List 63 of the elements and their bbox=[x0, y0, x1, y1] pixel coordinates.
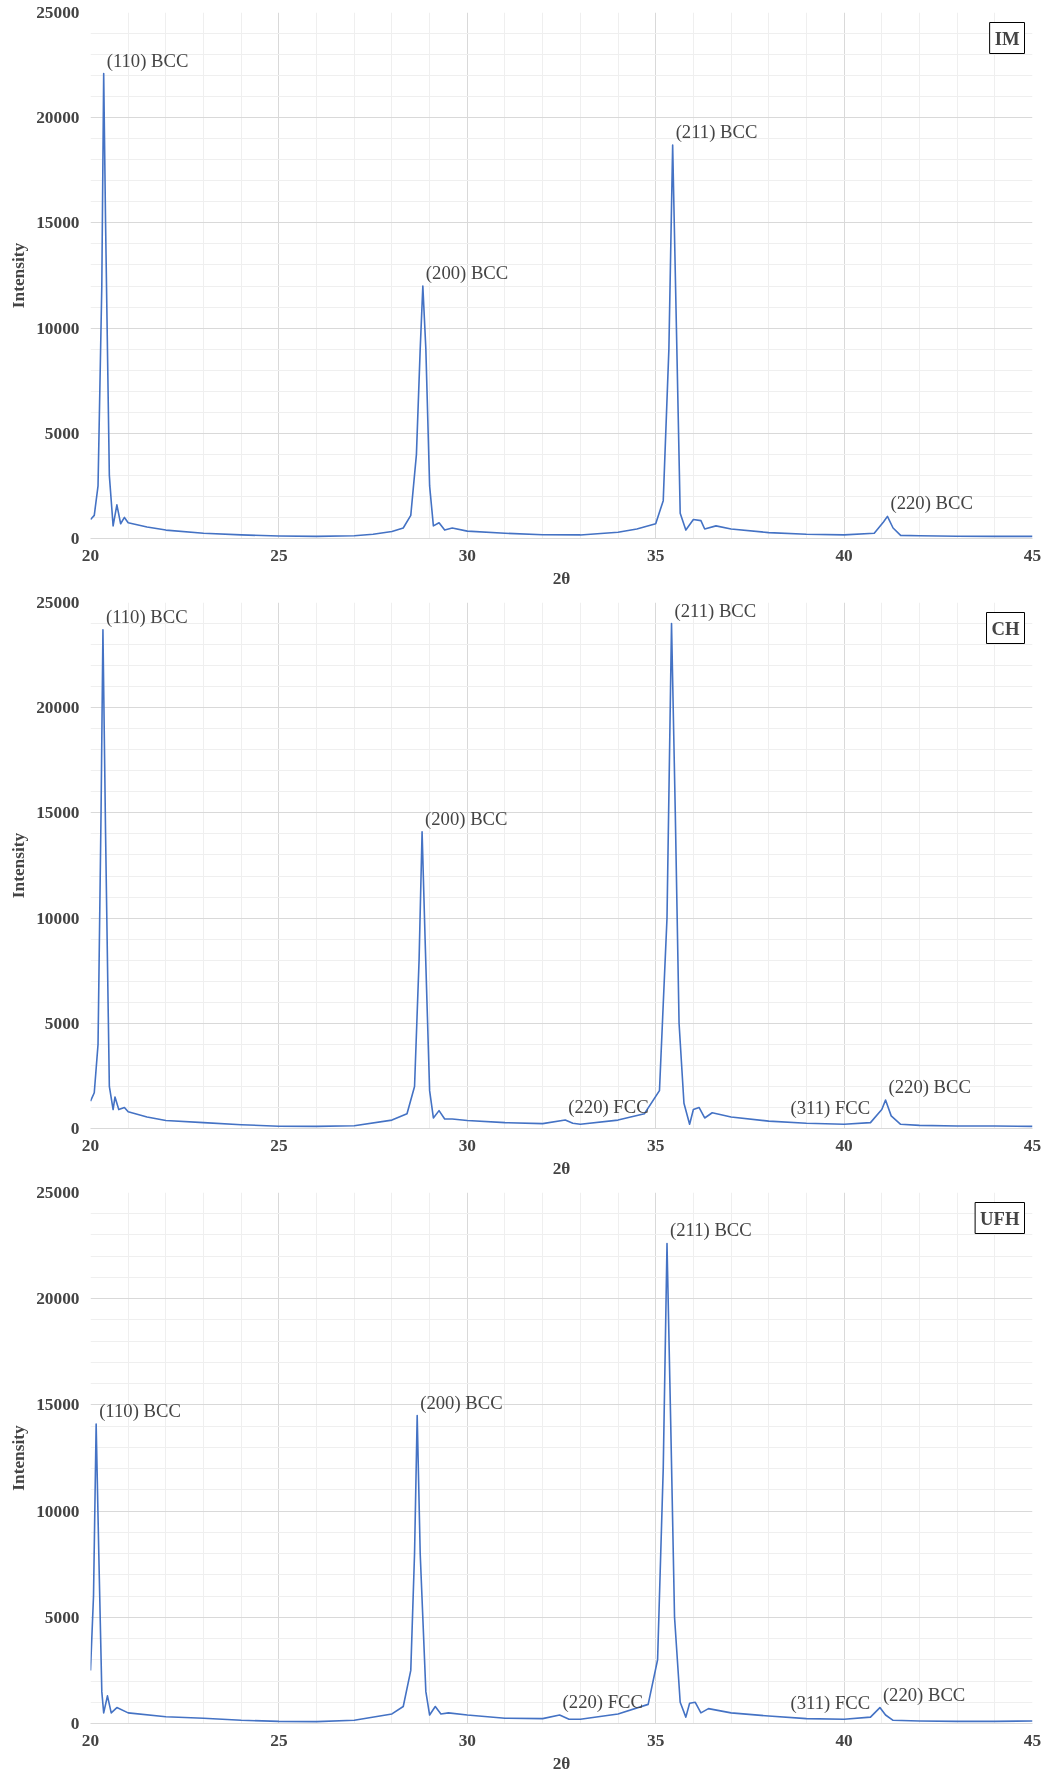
annotation: (220) BCC bbox=[890, 492, 973, 515]
y-tick-label: 20000 bbox=[36, 1289, 80, 1309]
x-tick-label: 25 bbox=[270, 545, 288, 565]
annotation: (200) BCC bbox=[425, 807, 508, 830]
x-axis-title: 2θ bbox=[552, 1753, 571, 1773]
x-tick-label: 45 bbox=[1023, 1135, 1042, 1155]
y-tick-label: 10000 bbox=[36, 908, 80, 928]
y-tick-label: 0 bbox=[70, 529, 80, 548]
x-tick-label: 20 bbox=[81, 1730, 100, 1750]
annotation: (211) BCC bbox=[675, 121, 758, 144]
x-tick-label: 25 bbox=[270, 1135, 288, 1155]
x-tick-label: 40 bbox=[835, 1135, 853, 1155]
x-tick-label: 20 bbox=[81, 545, 100, 565]
y-tick-label: 20000 bbox=[36, 698, 80, 718]
annotation: (220) FCC bbox=[562, 1691, 643, 1713]
y-tick-label: 5000 bbox=[44, 423, 80, 443]
y-axis-title: Intensity bbox=[9, 1424, 29, 1491]
y-tick-label: 15000 bbox=[36, 803, 80, 823]
annotation: (110) BCC bbox=[99, 1400, 181, 1423]
annotation: (110) BCC bbox=[106, 49, 189, 72]
x-tick-label: 40 bbox=[835, 545, 853, 565]
x-tick-label: 35 bbox=[647, 545, 665, 565]
x-tick-label: 45 bbox=[1023, 545, 1042, 565]
annotation: (200) BCC bbox=[425, 262, 509, 285]
x-tick-label: 35 bbox=[647, 1135, 665, 1155]
annotation: (211) BCC bbox=[670, 1219, 752, 1242]
annotation: (220) BCC bbox=[882, 1683, 966, 1706]
y-tick-label: 0 bbox=[70, 1714, 80, 1733]
line-series bbox=[90, 72, 1033, 538]
x-tick-label: 20 bbox=[81, 1135, 100, 1155]
y-tick-label: 20000 bbox=[36, 108, 80, 128]
annotation: (211) BCC bbox=[674, 599, 757, 622]
annotation: (220) BCC bbox=[888, 1076, 971, 1099]
x-tick-label: 40 bbox=[835, 1730, 853, 1750]
y-tick-label: 0 bbox=[70, 1119, 80, 1138]
annotation: (311) FCC bbox=[790, 1692, 871, 1715]
annotation: (311) FCC bbox=[790, 1097, 871, 1120]
y-axis-title: Intensity bbox=[9, 242, 29, 309]
annotation: (200) BCC bbox=[420, 1391, 503, 1414]
y-tick-label: 25000 bbox=[36, 1183, 80, 1202]
annotation: (220) FCC bbox=[568, 1096, 649, 1119]
y-tick-label: 15000 bbox=[36, 213, 80, 233]
text: IM bbox=[994, 27, 1020, 49]
text: CH bbox=[991, 617, 1020, 639]
y-tick-label: 5000 bbox=[44, 1013, 80, 1033]
y-tick-label: 25000 bbox=[36, 593, 80, 612]
annotation: (110) BCC bbox=[105, 605, 188, 628]
text: UFH bbox=[980, 1207, 1020, 1229]
x-tick-label: 30 bbox=[458, 545, 476, 565]
x-tick-label: 35 bbox=[647, 1730, 665, 1750]
y-axis-title: Intensity bbox=[9, 832, 29, 899]
y-tick-label: 10000 bbox=[36, 318, 80, 338]
x-axis-title: 2θ bbox=[552, 568, 571, 588]
x-axis-title: 2θ bbox=[552, 1158, 571, 1178]
y-tick-label: 15000 bbox=[36, 1395, 80, 1415]
x-tick-label: 30 bbox=[458, 1135, 476, 1155]
y-tick-label: 10000 bbox=[36, 1501, 80, 1521]
line-series bbox=[90, 1242, 1033, 1723]
x-tick-label: 45 bbox=[1023, 1730, 1042, 1750]
x-tick-label: 30 bbox=[458, 1730, 476, 1750]
x-tick-label: 25 bbox=[270, 1730, 288, 1750]
y-tick-label: 25000 bbox=[36, 3, 80, 22]
y-tick-label: 5000 bbox=[44, 1607, 80, 1627]
